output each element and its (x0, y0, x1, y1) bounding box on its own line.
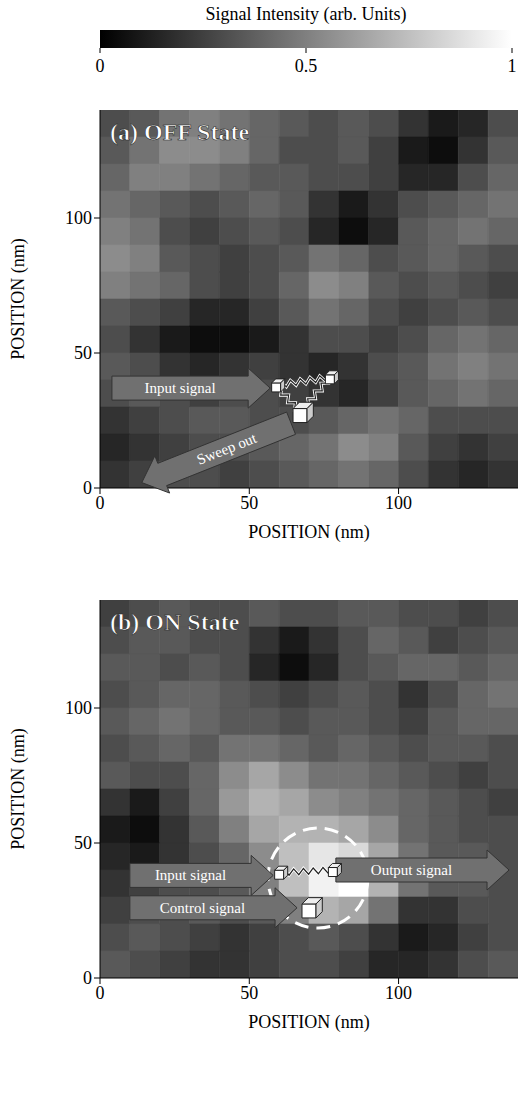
svg-text:100: 100 (65, 208, 92, 228)
svg-text:Control signal: Control signal (160, 900, 245, 916)
svg-text:POSITION (nm): POSITION (nm) (8, 238, 29, 360)
svg-text:1: 1 (508, 56, 517, 76)
svg-text:Output signal: Output signal (371, 862, 452, 878)
svg-text:50: 50 (74, 833, 92, 853)
svg-text:Input signal: Input signal (155, 867, 226, 883)
svg-text:POSITION (nm): POSITION (nm) (8, 728, 29, 850)
svg-text:POSITION (nm): POSITION (nm) (248, 1012, 370, 1033)
svg-text:0: 0 (96, 56, 105, 76)
svg-text:Signal Intensity (arb. Units): Signal Intensity (arb. Units) (206, 4, 407, 25)
svg-text:100: 100 (385, 983, 412, 1003)
svg-text:0.5: 0.5 (295, 56, 318, 76)
svg-text:50: 50 (74, 343, 92, 363)
svg-text:0: 0 (83, 968, 92, 988)
svg-text:(a) OFF State: (a) OFF State (110, 119, 249, 145)
svg-text:Sweep out: Sweep out (194, 429, 259, 467)
svg-text:0: 0 (96, 493, 105, 513)
svg-text:Input signal: Input signal (144, 380, 215, 396)
svg-text:50: 50 (240, 983, 258, 1003)
svg-text:50: 50 (240, 493, 258, 513)
svg-text:100: 100 (65, 698, 92, 718)
svg-text:100: 100 (385, 493, 412, 513)
svg-text:0: 0 (96, 983, 105, 1003)
svg-text:(b) ON State: (b) ON State (110, 609, 240, 635)
svg-text:POSITION (nm): POSITION (nm) (248, 522, 370, 543)
svg-text:0: 0 (83, 478, 92, 498)
